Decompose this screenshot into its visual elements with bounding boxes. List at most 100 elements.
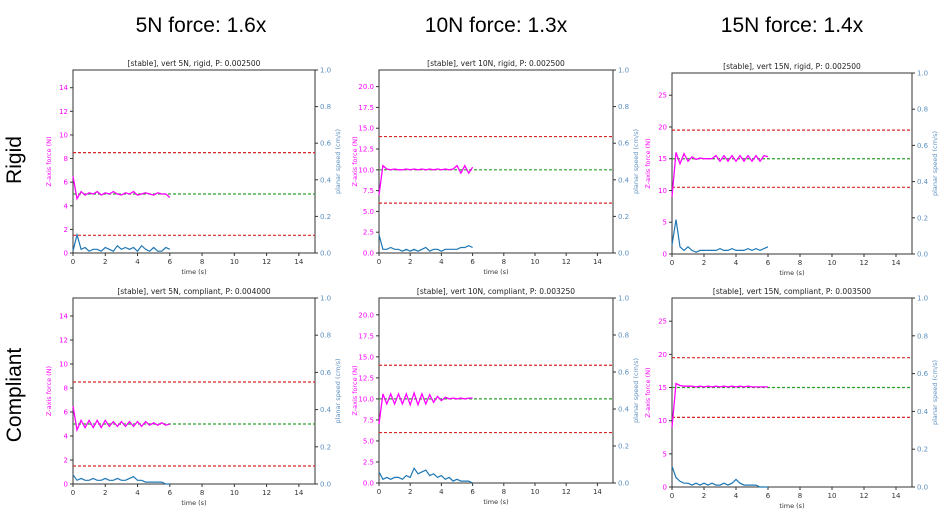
speed-series <box>378 466 473 484</box>
y-tick-label: 15.0 <box>358 353 374 361</box>
subplot-title: [stable], vert 10N, rigid, P: 0.002500 <box>427 59 565 68</box>
y-tick-label: 14 <box>59 84 68 92</box>
y-axis-label: Z-axis force (N) <box>351 136 359 186</box>
y-tick-label: 12 <box>59 337 68 345</box>
y-tick-label: 25 <box>658 318 667 326</box>
y2-tick-label: 1.0 <box>320 295 331 303</box>
x-tick-label: 6 <box>168 489 173 497</box>
y2-tick-label: 0.8 <box>618 332 629 340</box>
y2-axis-label: planar speed (cm/s) <box>334 129 342 194</box>
y-tick-label: 10.0 <box>358 395 374 403</box>
force-series <box>671 382 768 428</box>
y-axis-label: Z-axis force (N) <box>644 138 652 188</box>
plot-frame <box>72 297 316 485</box>
x-tick-label: 12 <box>860 259 869 267</box>
x-tick-label: 6 <box>470 488 475 496</box>
x-tick-label: 2 <box>408 258 412 266</box>
subplot-4: [stable], vert 10N, compliant, P: 0.0032… <box>351 287 640 506</box>
y2-tick-label: 0.6 <box>320 140 332 148</box>
column-header-10n: 10N force: 1.3x <box>424 14 568 37</box>
y-axis-label: Z-axis force (N) <box>45 366 53 416</box>
y2-tick-label: 0.2 <box>618 213 629 221</box>
force-series <box>378 390 473 425</box>
x-tick-label: 14 <box>294 258 303 266</box>
x-tick-label: 6 <box>766 259 771 267</box>
y2-axis-label: planar speed (cm/s) <box>931 131 939 196</box>
y2-tick-label: 0.4 <box>320 176 332 184</box>
speed-series <box>378 234 473 252</box>
subplot-title: [stable], vert 15N, compliant, P: 0.0035… <box>713 287 871 296</box>
y2-axis-label: planar speed (cm/s) <box>334 358 342 423</box>
y-tick-label: 12.5 <box>358 374 374 382</box>
x-tick-label: 14 <box>593 488 602 496</box>
y-tick-label: 15 <box>658 155 667 163</box>
x-tick-label: 10 <box>828 259 837 267</box>
y-axis-label: Z-axis force (N) <box>351 365 359 415</box>
y-tick-label: 5 <box>663 450 667 458</box>
y2-tick-label: 1.0 <box>917 70 928 78</box>
y-tick-label: 7.5 <box>363 416 374 424</box>
x-tick-label: 2 <box>103 258 107 266</box>
y2-tick-label: 0.6 <box>917 142 929 150</box>
x-tick-label: 10 <box>230 489 239 497</box>
y2-tick-label: 1.0 <box>320 67 331 75</box>
y2-tick-label: 0.4 <box>917 408 929 416</box>
y-tick-label: 2 <box>64 457 68 465</box>
y-tick-label: 5.0 <box>363 437 374 445</box>
speed-series <box>671 466 768 488</box>
y-tick-label: 10 <box>59 131 68 139</box>
y-tick-label: 5.0 <box>363 208 374 216</box>
y-tick-label: 10 <box>59 361 68 369</box>
y2-tick-label: 0.8 <box>917 332 928 340</box>
x-tick-label: 8 <box>502 258 506 266</box>
y2-tick-label: 0.8 <box>320 332 331 340</box>
x-axis-label: time (s) <box>181 268 206 276</box>
y2-axis-label: planar speed (cm/s) <box>632 358 640 423</box>
y-tick-label: 4 <box>64 433 69 441</box>
y2-tick-label: 0.8 <box>618 103 629 111</box>
y-tick-label: 6 <box>64 409 69 417</box>
y2-tick-label: 0.6 <box>320 369 332 377</box>
y-tick-label: 15.0 <box>358 125 374 133</box>
x-tick-label: 8 <box>798 492 802 500</box>
y-tick-label: 17.5 <box>358 332 374 340</box>
y2-tick-label: 0.0 <box>618 250 629 258</box>
subplot-5: [stable], vert 15N, compliant, P: 0.0035… <box>644 287 939 510</box>
column-header-15n: 15N force: 1.4x <box>720 14 864 37</box>
y-tick-label: 15 <box>658 384 667 392</box>
y-tick-label: 6 <box>64 179 69 187</box>
subplot-3: [stable], vert 5N, compliant, P: 0.00400… <box>45 287 342 507</box>
x-tick-label: 14 <box>892 492 901 500</box>
subplot-0: [stable], vert 5N, rigid, P: 0.002500 0 2 4… <box>45 59 342 276</box>
plot-frame <box>671 297 913 488</box>
y2-tick-label: 0.8 <box>917 106 928 114</box>
x-tick-label: 2 <box>408 488 412 496</box>
x-tick-label: 4 <box>439 258 444 266</box>
x-tick-label: 0 <box>377 258 381 266</box>
x-tick-label: 6 <box>766 492 771 500</box>
speed-series <box>72 232 171 253</box>
y2-tick-label: 0.2 <box>917 446 928 454</box>
y-tick-label: 20.0 <box>358 83 374 91</box>
x-tick-label: 8 <box>200 489 204 497</box>
y2-tick-label: 0.2 <box>320 443 331 451</box>
speed-series <box>671 219 769 253</box>
x-tick-label: 0 <box>71 489 75 497</box>
y2-axis-label: planar speed (cm/s) <box>931 360 939 425</box>
y-axis-label: Z-axis force (N) <box>45 136 53 186</box>
y2-tick-label: 0.2 <box>618 443 629 451</box>
x-tick-label: 0 <box>71 258 75 266</box>
subplot-title: [stable], vert 10N, compliant, P: 0.0032… <box>417 287 575 296</box>
y2-tick-label: 1.0 <box>618 67 629 75</box>
subplot-2: [stable], vert 15N, rigid, P: 0.002500 0 2… <box>644 62 939 277</box>
y-tick-label: 5 <box>663 219 667 227</box>
y-tick-label: 7.5 <box>363 187 374 195</box>
y2-tick-label: 1.0 <box>917 295 928 303</box>
y-tick-label: 8 <box>64 385 68 393</box>
x-tick-label: 12 <box>562 488 571 496</box>
force-series <box>72 405 170 433</box>
subplot-title: [stable], vert 5N, rigid, P: 0.002500 <box>128 59 261 68</box>
y2-tick-label: 0.6 <box>917 370 929 378</box>
